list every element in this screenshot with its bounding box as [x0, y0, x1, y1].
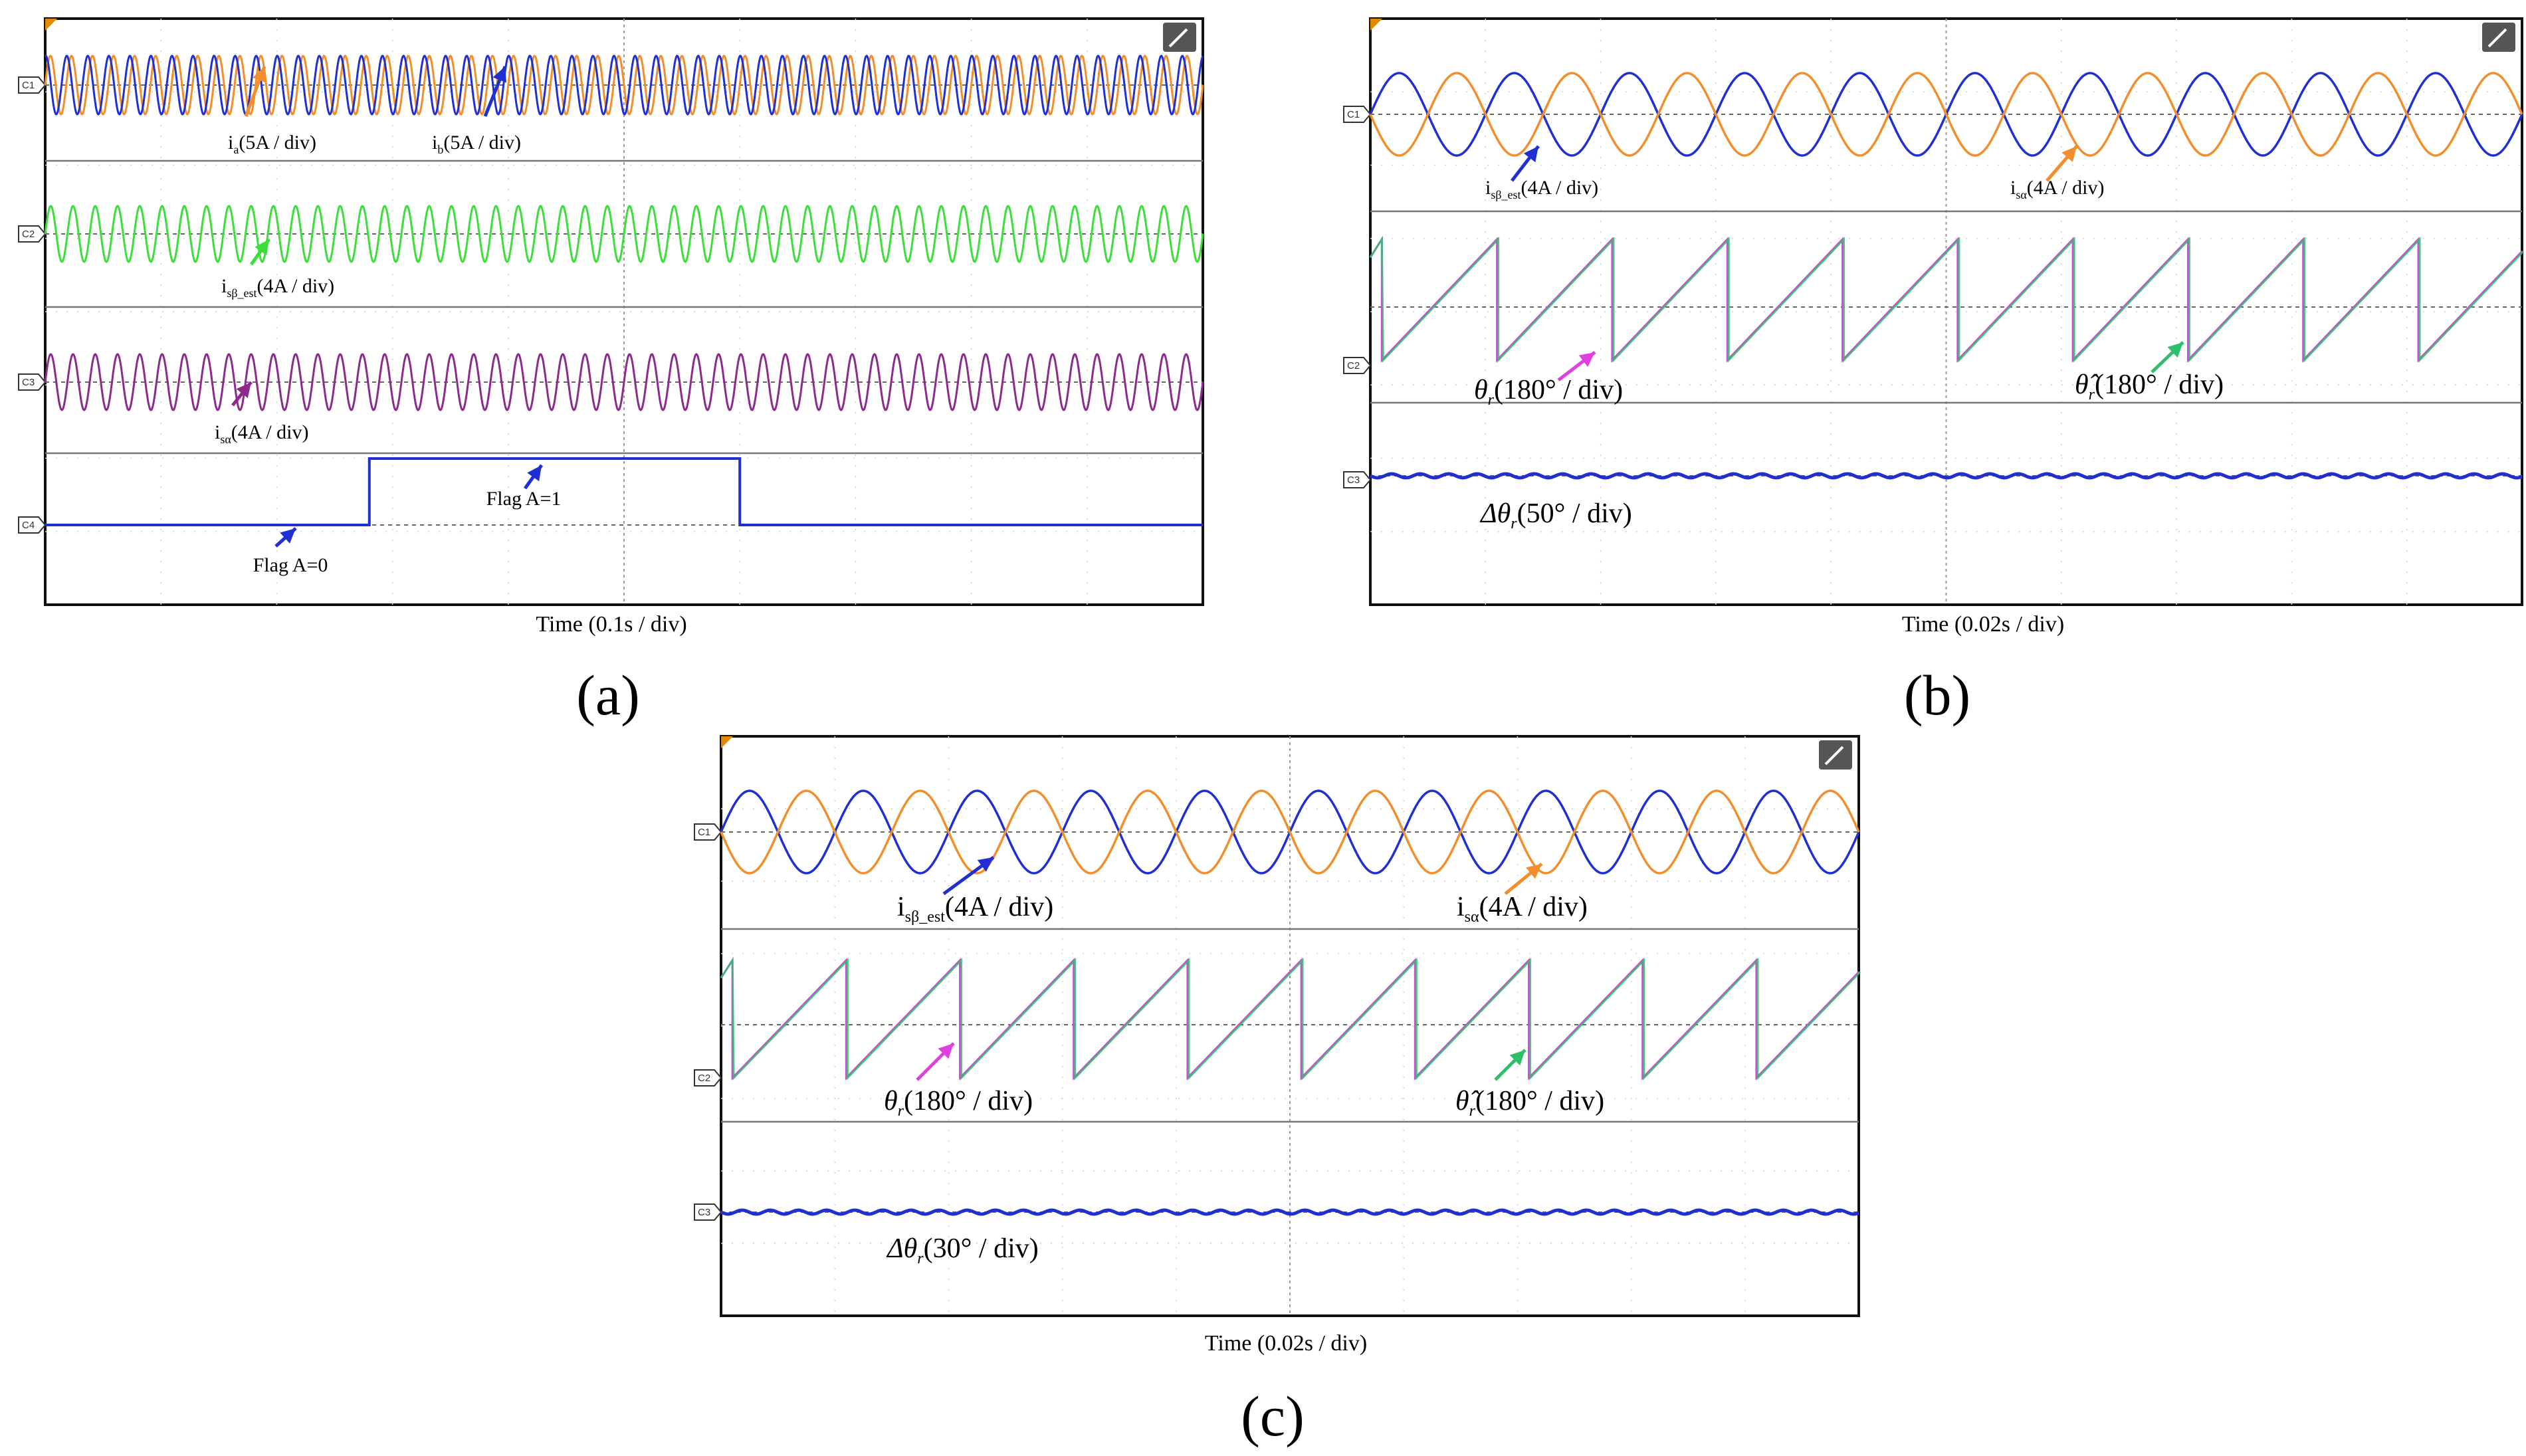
annotation-arrowhead	[280, 528, 296, 544]
scope-panel-c: C1 C2 C3	[694, 735, 1861, 1317]
channel-label-c2: C2	[698, 1073, 710, 1084]
channel-marker-c3	[694, 1203, 722, 1221]
channel-marker-c1	[1343, 106, 1372, 123]
probe-icon-glyph	[1824, 746, 1844, 766]
legend-b-dtheta: Δθr(50° / div)	[1479, 498, 1632, 532]
probe-icon-glyph	[1168, 28, 1188, 48]
annotation-arrowhead	[2167, 342, 2183, 358]
annotation-arrowhead	[492, 66, 507, 83]
channel-label-c1: C1	[1347, 109, 1360, 120]
channel-label-c1: C1	[698, 827, 710, 838]
legend-c-theta: θr(180° / div)	[884, 1086, 1033, 1120]
channel-marker-c4	[18, 516, 47, 534]
legend-b-thetahat: θ̂r(180° / div)	[2075, 369, 2224, 403]
channel-marker-c2	[18, 225, 47, 243]
series-i-s-4a-div-	[1369, 72, 2523, 157]
annotation-arrowhead	[236, 382, 251, 399]
panel-label-c: (c)	[1241, 1384, 1304, 1448]
panel-label-a: (a)	[576, 663, 639, 727]
series--r-180-div-	[720, 956, 1861, 1081]
series-i-s-4a-div-	[44, 353, 1204, 411]
channel-marker-c1	[18, 76, 47, 94]
time-label-a: Time (0.1s / div)	[536, 612, 686, 637]
legend-a-ib: ib(5A / div)	[432, 132, 521, 156]
annotation-arrowhead	[253, 66, 266, 83]
legend-c-dtheta: Δθr(30° / div)	[886, 1233, 1039, 1267]
legend-a-isalpha: isα(4A / div)	[215, 421, 308, 446]
series-i-b-5a-div-	[45, 54, 1204, 116]
legend-b-isalpha: isα(4A / div)	[2010, 177, 2104, 201]
probe-icon-glyph	[2487, 28, 2507, 48]
channel-marker-c3	[1343, 471, 1372, 488]
channel-label-c4: C4	[22, 520, 35, 531]
annotation-arrowhead	[2061, 146, 2077, 162]
trigger-marker	[1370, 19, 1382, 31]
series--r-30-div-	[720, 1208, 1859, 1216]
legend-b-isbeta: isβ_est(4A / div)	[1485, 177, 1598, 201]
series--r-180-div-	[1369, 235, 2525, 363]
channel-marker-c1	[694, 823, 722, 841]
annotation-arrowhead	[1578, 352, 1595, 367]
time-label-b: Time (0.02s / div)	[1902, 612, 2064, 637]
channel-marker-c2	[694, 1069, 722, 1087]
trigger-marker	[721, 736, 733, 748]
series--r-50-div-	[1370, 472, 2523, 480]
series-i-s-4a-div-	[720, 789, 1860, 875]
channel-label-c3: C3	[1347, 474, 1360, 486]
legend-c-isbeta: isβ_est(4A / div)	[897, 892, 1053, 926]
legend-b-theta: θr(180° / div)	[1474, 375, 1623, 409]
flag-a-1-label: Flag A=1	[486, 488, 562, 510]
legend-a-isbeta: isβ_est(4A / div)	[221, 275, 334, 300]
legend-a-ia: ia(5A / div)	[228, 132, 316, 156]
channel-label-c2: C2	[22, 229, 35, 240]
channel-marker-c3	[18, 373, 47, 391]
annotation-arrowhead	[938, 1043, 954, 1059]
channel-label-c3: C3	[22, 377, 35, 388]
annotation-arrowhead	[1509, 1050, 1525, 1066]
series-i-a-5a-div-	[44, 54, 1204, 116]
annotation-arrowhead	[1523, 146, 1538, 163]
channel-label-c1: C1	[22, 80, 35, 91]
series-i-s-est-4a-div-	[44, 205, 1204, 263]
channel-marker-c2	[1343, 357, 1372, 374]
legend-c-isalpha: isα(4A / div)	[1457, 892, 1588, 926]
annotation-arrowhead	[255, 239, 269, 256]
time-label-c: Time (0.02s / div)	[1205, 1331, 1367, 1356]
channel-label-c3: C3	[698, 1207, 710, 1218]
scope-panel-a: C1 C2 C3 C4	[18, 17, 1204, 606]
trigger-marker	[45, 19, 57, 31]
scope-panel-b: C1 C2 C3	[1343, 17, 2525, 606]
annotation-arrowhead	[1526, 864, 1542, 879]
annotation-arrowhead	[527, 465, 542, 482]
series-flag-a	[45, 457, 1203, 526]
flag-a-0-label: Flag A=0	[253, 554, 328, 576]
panel-label-b: (b)	[1904, 663, 1970, 727]
channel-label-c2: C2	[1347, 360, 1360, 371]
annotation-arrowhead	[977, 857, 994, 872]
legend-c-thetahat: θ̂r(180° / div)	[1455, 1086, 1604, 1120]
